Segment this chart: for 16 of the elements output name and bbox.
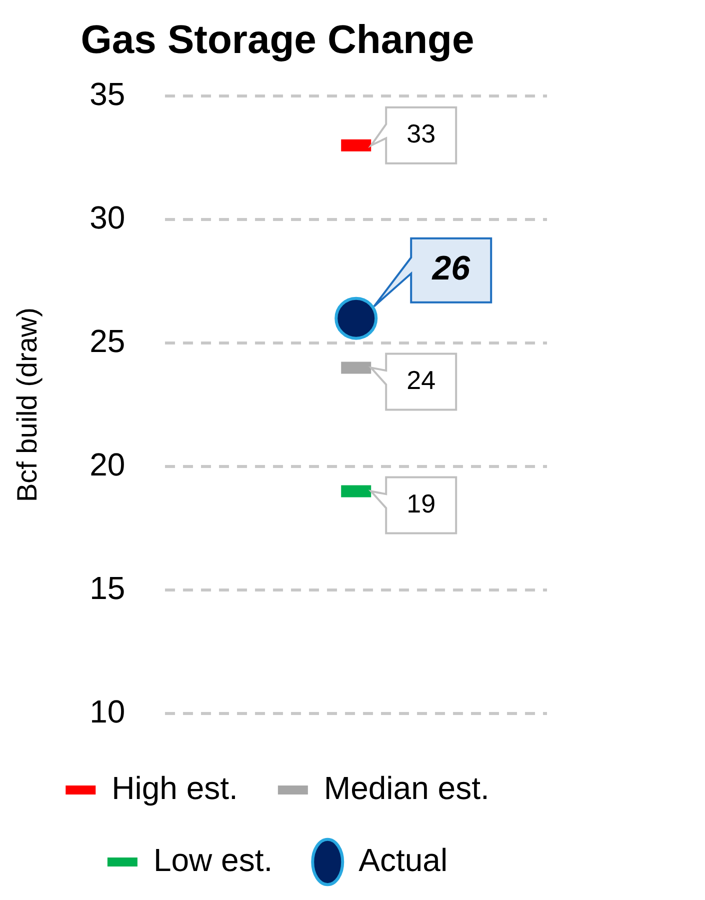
data-label: 24: [406, 364, 436, 395]
y-tick-label: 35: [90, 76, 126, 112]
y-tick-label: 10: [90, 693, 126, 730]
legend-label: Median est.: [324, 770, 490, 806]
legend-label: High est.: [112, 770, 238, 806]
legend-label: Actual: [358, 842, 448, 878]
y-tick-label: 15: [90, 570, 126, 606]
legend-label: Low est.: [153, 842, 273, 878]
data-label: 26: [431, 250, 472, 288]
y-tick-label: 20: [90, 446, 126, 482]
y-tick-label: 25: [90, 322, 126, 359]
chart-title: Gas Storage Change: [80, 18, 474, 62]
y-axis-title: Bcf build (draw): [12, 308, 43, 502]
data-label: 33: [406, 118, 436, 149]
data-label: 19: [406, 488, 436, 518]
y-tick-label: 30: [90, 199, 126, 236]
